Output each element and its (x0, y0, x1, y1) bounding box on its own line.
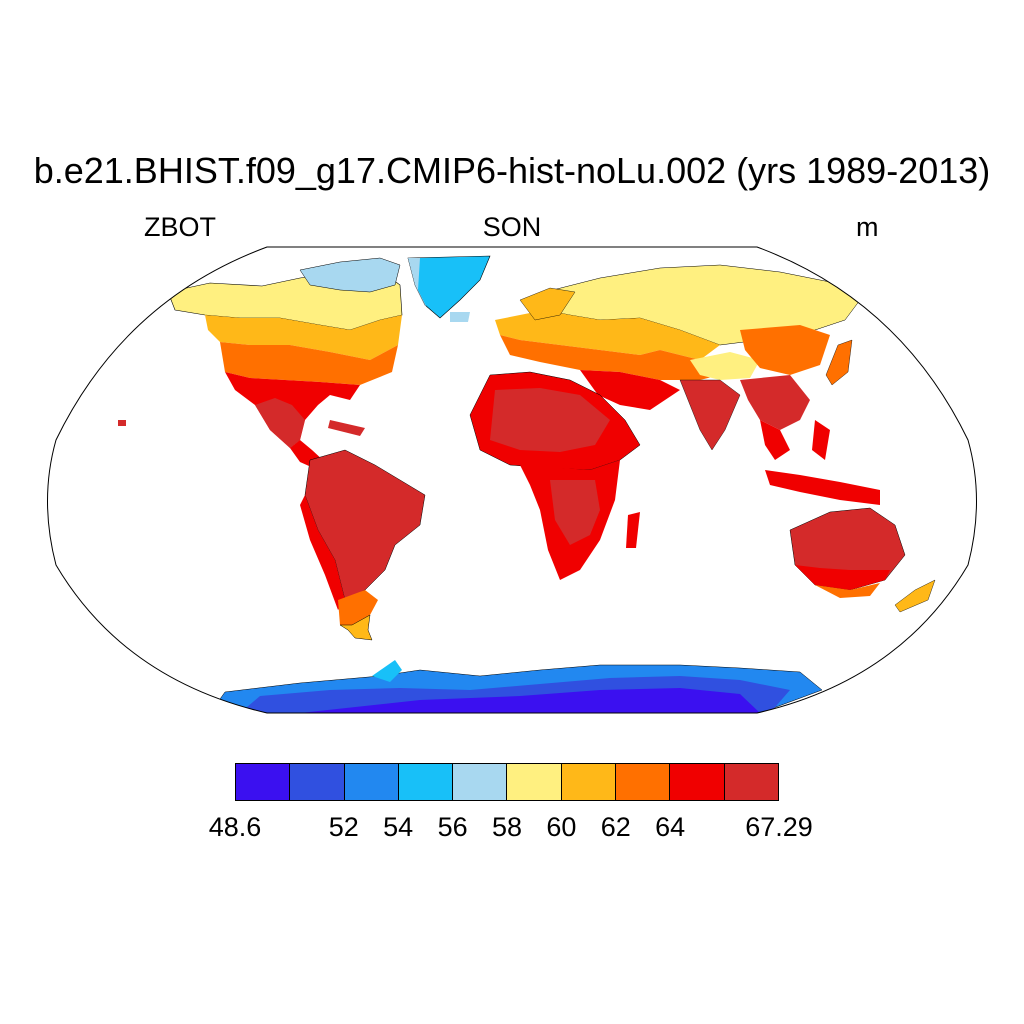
colorbar-tick-label: 67.29 (745, 812, 813, 842)
colorbar-tick-label: 48.6 (208, 812, 262, 842)
north-america-warm (220, 342, 398, 385)
north-america-mid (205, 315, 402, 360)
mexico-hot (255, 398, 305, 448)
greenland (407, 255, 491, 319)
india (679, 379, 741, 451)
colorbar-box (561, 764, 617, 800)
australia-south (795, 565, 890, 590)
colorbar-tick-label: 64 (655, 812, 686, 842)
colorbar-tick-label: 62 (600, 812, 631, 842)
south-america-west (300, 495, 345, 610)
philippines (812, 420, 830, 460)
variable-label: ZBOT (144, 212, 216, 242)
hawaii (118, 420, 126, 426)
east-asia (740, 325, 830, 375)
eurasia-warm (500, 335, 740, 380)
plot-title: b.e21.BHIST.f09_g17.CMIP6-hist-noLu.002 … (33, 150, 991, 191)
new-zealand (894, 579, 936, 613)
caribbean (328, 420, 365, 436)
season-label: SON (482, 212, 542, 242)
colorbar-tick-label: 52 (328, 812, 359, 842)
antarctica-core (300, 688, 760, 713)
greenland-edge (408, 258, 428, 310)
colorbar-tick-label: 56 (437, 812, 468, 842)
middle-east (580, 370, 680, 410)
colorbar-tick-label: 58 (491, 812, 523, 842)
colorbar-box (453, 764, 508, 800)
colorbar-box (724, 764, 778, 800)
japan (825, 339, 853, 386)
africa-central (550, 480, 600, 545)
arctic-islands (299, 257, 401, 293)
colorbar-box (236, 764, 291, 800)
australia-coast (815, 583, 880, 598)
antarctic-peninsula (372, 660, 402, 682)
madagascar (626, 512, 640, 548)
colorbar-tick-label: 60 (546, 812, 577, 842)
colorbar-box (507, 764, 562, 800)
tibet-plateau (690, 352, 760, 380)
southeast-asia (740, 375, 810, 430)
colorbar (235, 763, 779, 801)
colorbar-box (670, 764, 725, 800)
eurasia-mid (495, 310, 720, 360)
colorbar-box (344, 764, 399, 800)
south-america-south (338, 590, 378, 625)
colorbar-tick-label: 54 (383, 812, 414, 842)
scandinavia (519, 287, 576, 321)
patagonia (339, 614, 373, 641)
indonesia (765, 470, 880, 505)
south-america (304, 449, 426, 601)
iceland (450, 312, 470, 322)
colorbar-box (398, 764, 454, 800)
colorbar-box (290, 764, 345, 800)
colorbar-box (616, 764, 671, 800)
southeast-asia-south (760, 420, 790, 460)
units-label: m (856, 212, 879, 242)
globe-outline (47, 246, 977, 714)
sahara (490, 388, 610, 452)
